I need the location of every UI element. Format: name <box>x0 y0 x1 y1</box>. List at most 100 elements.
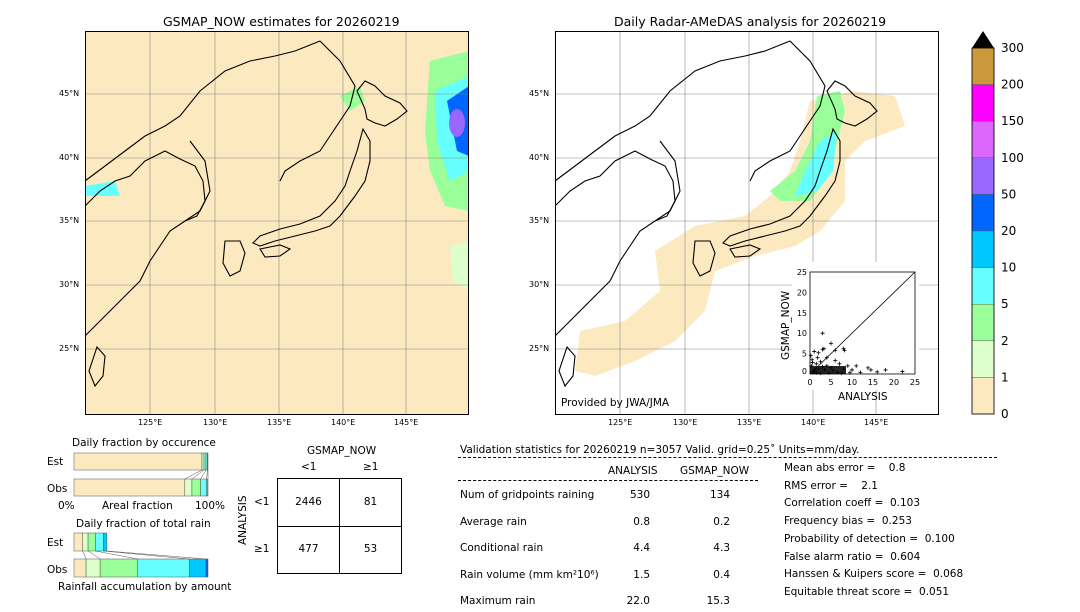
fraction-segment <box>73 532 83 552</box>
stats-row-gsmap: 15.3 <box>706 595 730 607</box>
scatter-xlabel: ANALYSIS <box>838 391 888 403</box>
occurrence-title: Daily fraction by occurence <box>72 437 216 449</box>
fraction-segment <box>73 452 203 471</box>
stats-row-label: Conditional rain <box>460 542 544 554</box>
scatter-point <box>810 360 815 365</box>
fraction-segment <box>103 532 108 552</box>
coastline <box>85 40 321 182</box>
fraction-segment <box>184 478 193 497</box>
occurrence-bars <box>73 452 209 497</box>
fraction-segment <box>203 452 207 471</box>
coastline <box>722 127 841 247</box>
lon-tick-label: 135°E <box>737 418 762 427</box>
coastline <box>85 140 211 337</box>
rain-area <box>340 86 365 111</box>
scatter-point <box>815 355 820 360</box>
fraction-segment <box>201 452 205 471</box>
scatter-ytick: 5 <box>802 350 807 359</box>
scatter-point <box>814 361 819 366</box>
scatter-inset: 0 5 10 15 20 25 0 5 10 15 20 25 <box>792 262 920 390</box>
scatter-point <box>847 370 852 375</box>
stats-row-label: Maximum rain <box>460 595 536 607</box>
scatter-xtick: 5 <box>828 378 833 387</box>
score-line: False alarm ratio = 0.604 <box>784 550 921 563</box>
rain-fraction-title: Daily fraction of total rain <box>76 518 211 530</box>
score-line: Hanssen & Kuipers score = 0.068 <box>784 568 964 581</box>
lon-tick-label: 145°E <box>394 418 419 427</box>
scatter-point <box>850 367 854 372</box>
fraction-segment <box>205 558 209 578</box>
stats-col-gsmap: GSMAP_NOW <box>680 465 750 477</box>
rain-est-label: Est <box>47 537 64 549</box>
coastline <box>279 40 356 182</box>
stats-row-analysis: 530 <box>629 489 650 501</box>
stats-row-gsmap: 0.2 <box>713 515 730 528</box>
scatter-ytick: 20 <box>797 288 807 297</box>
lon-tick-label: 125°E <box>608 418 633 427</box>
scatter-point <box>818 359 823 364</box>
connector-line <box>106 550 207 560</box>
stats-divider <box>458 457 997 458</box>
scatter-point <box>845 363 850 368</box>
col-header-ge1: ≥1 <box>363 461 379 473</box>
stats-row-analysis: 0.8 <box>633 515 650 528</box>
colorbar-segment <box>971 47 995 85</box>
stats-row-gsmap: 134 <box>709 489 730 501</box>
coastline <box>692 240 716 277</box>
scatter-point <box>900 369 905 374</box>
score-line: Probability of detection = 0.100 <box>784 532 955 545</box>
stats-col-divider <box>458 480 758 481</box>
scatter-point <box>842 348 847 353</box>
score-line: Correlation coeff = 0.103 <box>784 497 920 510</box>
colorbar-label: 1 <box>1001 370 1009 384</box>
occ-x-left: 0% <box>58 500 75 512</box>
connector-line <box>191 469 205 480</box>
scatter-xtick: 10 <box>847 378 857 387</box>
stats-row-label: Average rain <box>460 515 527 528</box>
scatter-point <box>837 361 842 366</box>
colorbar-segment <box>971 340 995 378</box>
colorbar-label: 50 <box>1001 187 1016 201</box>
connector-line <box>87 550 101 560</box>
scatter-point <box>829 341 833 346</box>
lon-tick-label: 140°E <box>331 418 356 427</box>
credit-text: Provided by JWA/JMA <box>561 397 670 409</box>
row-header-lt1: <1 <box>254 496 270 508</box>
lon-tick-label: 145°E <box>864 418 889 427</box>
score-line: Equitable threat score = 0.051 <box>784 585 950 598</box>
lat-tick-label: 40°N <box>59 153 80 162</box>
occ-est-label: Est <box>47 456 64 468</box>
lat-tick-label: 25°N <box>59 344 80 353</box>
colorbar-label: 200 <box>1001 78 1024 92</box>
colorbar-segment <box>971 120 995 158</box>
contingency-row-label: ANALYSIS <box>237 495 249 545</box>
lat-tick-label: 35°N <box>529 216 550 225</box>
scatter-point <box>812 349 817 354</box>
connector-line <box>95 550 138 560</box>
lon-tick-label: 140°E <box>801 418 826 427</box>
scatter-xtick: 20 <box>889 378 899 387</box>
colorbar-segment <box>971 267 995 305</box>
fraction-segment <box>137 558 190 578</box>
lat-tick-label: 35°N <box>59 216 80 225</box>
fraction-segment <box>73 558 87 578</box>
connector-line <box>103 550 190 560</box>
coastline <box>729 244 762 258</box>
lat-tick-label: 30°N <box>529 280 550 289</box>
stats-row-analysis: 4.4 <box>633 542 650 554</box>
colorbar-label: 150 <box>1001 114 1024 128</box>
scatter-ytick: 25 <box>797 268 807 277</box>
colorbar-label: 100 <box>1001 151 1024 165</box>
scatter-point <box>810 357 815 362</box>
lat-tick-label: 45°N <box>59 89 80 98</box>
colorbar-segment <box>971 304 995 342</box>
rain-area <box>85 181 120 196</box>
colorbar-label: 2 <box>1001 334 1009 348</box>
coastline <box>555 140 681 337</box>
score-line: Mean abs error = 0.8 <box>784 462 906 474</box>
contingency-title: GSMAP_NOW <box>307 445 377 457</box>
scatter-ytick: 10 <box>797 329 807 338</box>
map-frame <box>555 31 939 415</box>
scatter-point <box>883 367 888 372</box>
colorbar-label: 20 <box>1001 224 1016 238</box>
